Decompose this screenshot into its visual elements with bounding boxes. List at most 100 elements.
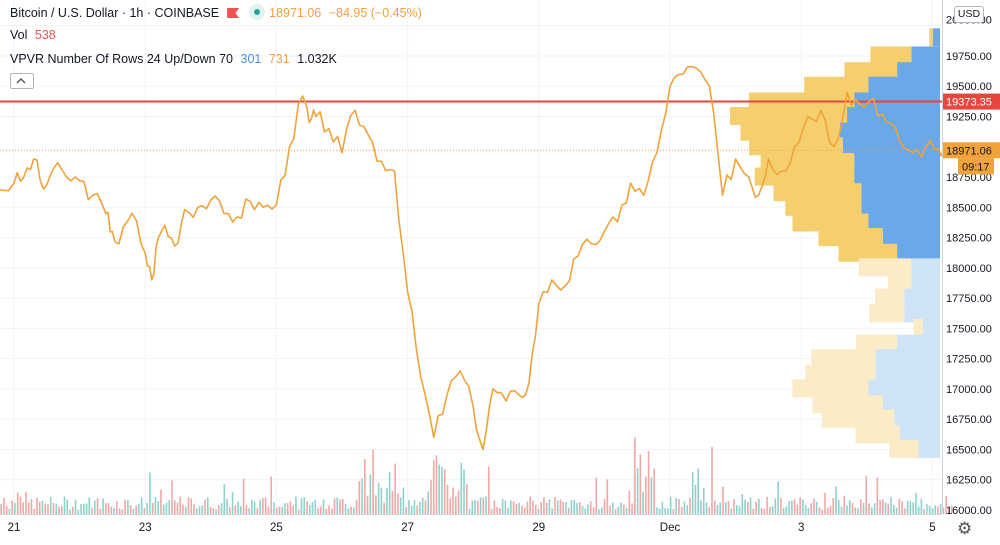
vpvr-legend[interactable]: VPVR Number Of Rows 24 Up/Down 70 301 73… — [10, 52, 341, 66]
vp-down-bar — [875, 288, 905, 307]
volume-bar — [499, 508, 501, 514]
volume-bar — [882, 499, 884, 514]
volume-bar — [810, 503, 812, 514]
alert-price-tag[interactable] — [943, 93, 1000, 110]
volume-legend[interactable]: Vol 538 — [10, 28, 60, 42]
volume-bar — [380, 487, 383, 514]
volume-bar — [347, 508, 350, 514]
volume-bar — [504, 500, 507, 514]
vp-down-bar — [870, 46, 912, 65]
symbol-title[interactable]: Bitcoin / U.S. Dollar · 1h · COINBASE — [10, 6, 220, 20]
volume-bar — [799, 497, 801, 514]
volume-bar — [33, 508, 36, 514]
volume-bar — [364, 459, 366, 514]
volume-bar — [49, 496, 52, 514]
volume-bar — [656, 507, 658, 514]
volume-bar — [650, 477, 653, 514]
volume-bar — [931, 508, 934, 514]
volume-bar — [901, 501, 903, 514]
volume-bar — [507, 507, 509, 514]
gear-icon[interactable]: ⚙ — [957, 519, 973, 538]
vp-down-bar — [869, 304, 905, 323]
volume-bar — [58, 506, 60, 514]
volume-bar — [468, 509, 471, 514]
volume-bar — [609, 505, 611, 514]
volume-bar — [804, 504, 807, 514]
volume-bar — [747, 501, 749, 514]
volume-bar — [771, 506, 774, 514]
volume-bar — [832, 498, 835, 514]
volume-bar — [515, 503, 518, 514]
price-tick-label: 16750.00 — [946, 414, 992, 426]
vp-up-bar — [875, 364, 940, 383]
vp-up-bar — [911, 274, 940, 293]
price-series-line[interactable] — [0, 65, 946, 451]
volume-bar — [846, 505, 848, 514]
volume-bar — [394, 463, 396, 514]
volume-bar — [14, 503, 16, 514]
volume-bar — [570, 500, 573, 514]
vp-up-bar — [839, 122, 940, 141]
volume-bar — [449, 498, 452, 514]
volume-bar — [818, 507, 821, 514]
volume-bar — [375, 495, 377, 514]
volume-bar — [600, 507, 603, 514]
volume-bar — [460, 462, 463, 514]
volume-bar — [606, 479, 609, 514]
volume-bar — [206, 497, 209, 514]
collapse-legend-button[interactable] — [10, 73, 34, 89]
volume-bar — [408, 500, 410, 514]
vp-down-bar — [856, 334, 898, 353]
volume-bar — [168, 499, 171, 514]
volume-bar — [386, 488, 388, 514]
vp-down-bar — [858, 258, 912, 277]
flag-icon[interactable] — [227, 8, 240, 18]
volume-bar — [636, 467, 639, 514]
volume-bar — [427, 491, 430, 514]
price-tick-label: 18500.00 — [946, 202, 992, 214]
volume-bar — [518, 502, 520, 514]
currency-button[interactable]: USD — [954, 6, 984, 23]
volume-bar — [231, 492, 234, 514]
volume-bar — [826, 507, 829, 514]
volume-bar — [653, 468, 655, 514]
volume-bar — [297, 509, 300, 514]
volume-bar — [645, 476, 647, 514]
volume-bar — [788, 501, 790, 514]
price-tick-label: 16250.00 — [946, 475, 992, 487]
price-tick-label: 19250.00 — [946, 111, 992, 123]
volume-bar — [248, 508, 250, 514]
time-tick-label: 5 — [929, 522, 935, 534]
volume-bar — [410, 505, 413, 514]
volume-bar — [623, 504, 625, 514]
volume-bar — [99, 508, 102, 514]
vpvr-down-value: 731 — [268, 52, 290, 66]
volume-bar — [661, 501, 664, 514]
volume-bar — [391, 490, 394, 514]
volume-bar — [868, 503, 870, 514]
countdown-tag — [958, 158, 994, 175]
volume-bar — [664, 508, 666, 514]
volume-bar — [854, 507, 857, 514]
price-tick-label: 17250.00 — [946, 354, 992, 366]
price-change: −84.95 (−0.45%) — [328, 6, 422, 20]
vp-down-bar — [913, 318, 923, 337]
volume-bar — [884, 502, 887, 514]
volume-bar — [859, 499, 862, 514]
volume-bar — [733, 499, 735, 514]
volume-bar — [424, 500, 427, 514]
volume-bar — [275, 507, 278, 514]
volume-bar — [634, 437, 636, 514]
eye-icon[interactable] — [249, 4, 266, 20]
volume-bar — [526, 501, 529, 514]
volume-bar — [3, 497, 5, 514]
vp-up-bar — [894, 409, 940, 428]
volume-bar — [267, 506, 270, 514]
volume-bar — [766, 496, 768, 514]
price-tick-label: 17000.00 — [946, 384, 992, 396]
symbol-legend[interactable]: Bitcoin / U.S. Dollar · 1h · COINBASE 189… — [10, 4, 426, 20]
volume-bar — [308, 504, 311, 514]
volume-bar — [926, 504, 928, 514]
